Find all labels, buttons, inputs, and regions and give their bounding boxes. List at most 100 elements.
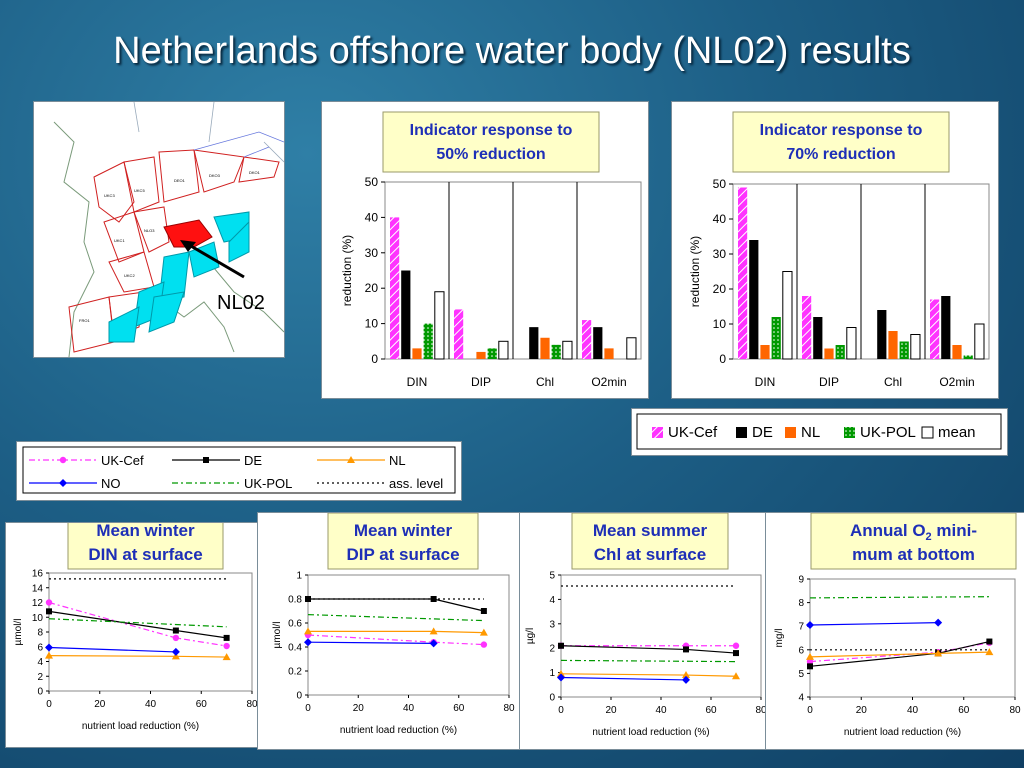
data-point	[806, 658, 814, 665]
chart-title-box	[810, 512, 1017, 570]
y-tick-label: 7	[798, 622, 804, 633]
x-tick-label: 60	[705, 705, 717, 716]
series-line-uk-pol	[307, 614, 484, 622]
y-tick-label: 20	[713, 282, 727, 296]
y-tick-label: 8	[798, 598, 804, 609]
bar-chart-50-panel: Indicator response to 50% reduction 0 10 20 3…	[321, 101, 649, 399]
x-tick-label: Chl	[884, 375, 902, 389]
x-tick-label: 40	[403, 703, 415, 714]
y-axis-label: reduction (%)	[688, 236, 702, 307]
y-axis-label: µg/l	[525, 628, 536, 644]
y-tick-label: 0	[549, 693, 555, 704]
bar-nl-o2min	[604, 348, 614, 359]
data-point	[223, 634, 230, 641]
data-point	[45, 643, 53, 652]
y-tick-label: 9	[798, 575, 804, 586]
chart-title-line2: 50% reduction	[436, 146, 545, 163]
y-tick-label: 2	[37, 672, 43, 683]
x-tick-label: 80	[246, 699, 258, 710]
data-point	[986, 638, 993, 645]
legend-swatch	[921, 426, 934, 439]
bar-nl-din	[760, 345, 770, 359]
bar-mean-chl	[562, 340, 573, 360]
bar-legend-panel: UK-Cef DE NL UK-POL mean	[631, 408, 1008, 456]
x-tick-label: O2min	[939, 375, 974, 389]
arrow-icon	[183, 240, 245, 279]
slide-title: Netherlands offshore water body (NL02) r…	[113, 30, 911, 72]
y-tick-label: 1	[296, 571, 302, 582]
y-tick-label: 2	[549, 644, 555, 655]
legend-marker	[347, 456, 355, 463]
y-tick-label: 12	[32, 598, 44, 609]
nl02-area	[163, 219, 213, 248]
x-tick-label: 0	[807, 705, 813, 716]
legend-label-de: DE	[244, 453, 262, 468]
legend-label-uk-pol: UK-POL	[860, 424, 916, 441]
series-line-uk-pol	[48, 618, 227, 628]
line-chart-chl: Mean summer Chl at surface 0 1 2 3 4 5 0 20 40 60 80…	[525, 512, 767, 738]
y-tick-label: 5	[798, 669, 804, 680]
bar-de-din	[401, 270, 411, 359]
y-tick-label: 10	[365, 317, 379, 331]
y-tick-label: 30	[713, 247, 727, 261]
series-line-uk-pol	[809, 596, 990, 599]
legend-swatch	[736, 427, 747, 438]
line-chart-dip: Mean winter DIP at surface 0 0.2 0.4 0.6 0.8 1 0…	[272, 512, 515, 736]
x-tick-label: 80	[503, 703, 515, 714]
bar-uk-pol-chl	[551, 344, 561, 359]
y-tick-label: 10	[32, 613, 44, 624]
bar-de-chl	[877, 310, 887, 359]
series-line-no	[809, 622, 939, 626]
data-point	[480, 641, 488, 648]
data-point	[429, 639, 438, 648]
data-point	[172, 634, 180, 642]
x-tick-label: Chl	[536, 375, 554, 389]
y-axis-label: µmol/l	[272, 622, 283, 649]
y-tick-label: 0	[37, 687, 43, 698]
chart-title-line1: Annual O2 mini-	[850, 521, 977, 543]
series-line-no	[307, 641, 434, 644]
legend-label-mean: mean	[938, 424, 976, 441]
y-tick-label: 10	[713, 317, 727, 331]
chart-title-line2: Chl at surface	[594, 545, 706, 564]
y-tick-label: 0.2	[288, 667, 302, 678]
data-point	[558, 642, 564, 649]
data-point	[171, 647, 180, 656]
svg-text:UKC3: UKC3	[104, 193, 115, 198]
data-point	[557, 673, 565, 682]
line-chart-o2-panel: Annual O2 mini-mum at bottom 4 5 6 7 8 9 0 20 40 6…	[765, 512, 1024, 750]
bar-legend: UK-Cef DE NL UK-POL mean	[636, 413, 1002, 450]
svg-text:UKC5: UKC5	[134, 188, 145, 193]
bar-uk-pol-din	[423, 323, 433, 359]
chart-title-line2: mum at bottom	[852, 545, 975, 564]
bar-chart-50: Indicator response to 50% reduction 0 10 20 3…	[340, 111, 642, 389]
x-tick-label: DIP	[471, 375, 491, 389]
data-point	[480, 608, 487, 614]
legend-marker	[59, 456, 67, 464]
bar-nl-o2min	[952, 345, 962, 359]
x-tick-label: 0	[558, 705, 564, 716]
y-tick-label: 50	[713, 177, 727, 191]
chart-title-box	[67, 512, 224, 570]
bar-mean-o2min	[626, 337, 637, 360]
x-tick-label: DIN	[407, 375, 428, 389]
data-point	[732, 642, 740, 649]
data-point	[807, 663, 813, 670]
x-tick-label: 40	[655, 705, 667, 716]
y-tick-label: 5	[549, 571, 555, 582]
x-tick-label: O2min	[591, 375, 626, 389]
x-axis-label: nutrient load reduction (%)	[340, 725, 457, 736]
line-legend-panel: UK-Cef DE NL NO UK-POL ass. level	[16, 441, 462, 501]
legend-label-de: DE	[752, 424, 773, 441]
y-tick-label: 4	[798, 693, 804, 704]
line-legend: UK-Cef DE NL NO UK-POL ass. level	[22, 446, 456, 494]
bar-uk-cef-o2min	[930, 299, 940, 359]
bar-nl-dip	[476, 351, 486, 359]
data-point	[682, 671, 690, 679]
series-line-no	[560, 676, 687, 681]
plot-area	[48, 572, 253, 692]
plot-area	[809, 578, 1016, 698]
y-tick-label: 0	[296, 691, 302, 702]
data-point	[557, 669, 565, 677]
x-tick-label: 80	[1009, 705, 1021, 716]
